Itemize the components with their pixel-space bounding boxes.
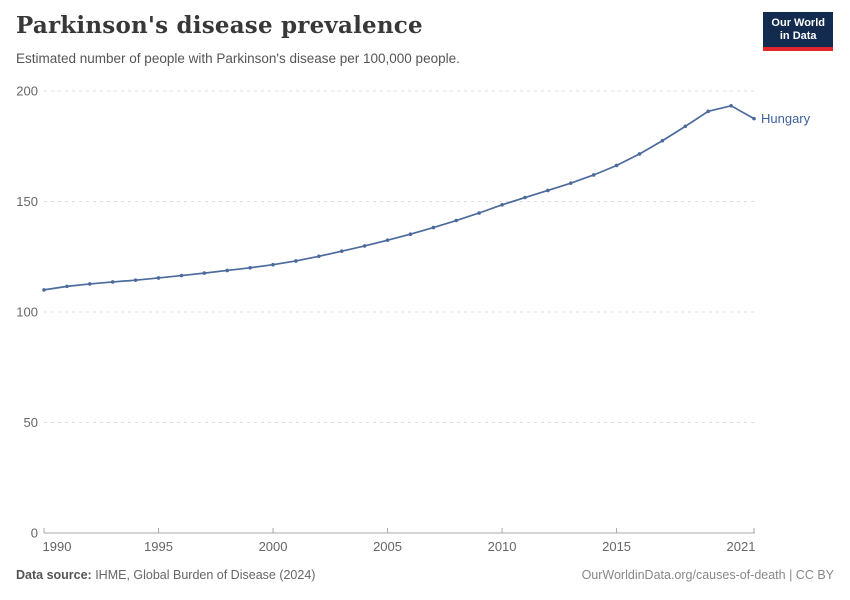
x-axis-tick-label: 2015 — [602, 539, 631, 554]
license-link[interactable]: OurWorldinData.org/causes-of-death | CC … — [581, 568, 834, 582]
owid-logo-line1: Our World — [771, 17, 825, 29]
data-point[interactable] — [454, 218, 459, 223]
y-axis-tick-label: 0 — [31, 526, 38, 541]
data-point[interactable] — [637, 152, 642, 156]
data-point[interactable] — [133, 278, 138, 282]
data-point[interactable] — [362, 244, 367, 248]
data-source-note: Data source: IHME, Global Burden of Dise… — [16, 568, 315, 582]
data-point[interactable] — [500, 203, 504, 207]
data-point[interactable] — [42, 288, 46, 292]
data-point[interactable] — [88, 282, 92, 286]
data-point[interactable] — [568, 181, 573, 185]
data-point[interactable] — [317, 254, 321, 259]
data-point[interactable] — [339, 249, 344, 254]
chart-title: Parkinson's disease prevalence — [16, 12, 423, 39]
x-axis-tick-label: 2005 — [373, 539, 402, 554]
data-point[interactable] — [523, 195, 527, 200]
data-point[interactable] — [614, 163, 619, 168]
x-axis-tick-label: 2021 — [727, 539, 756, 554]
data-point[interactable] — [271, 262, 275, 267]
data-source-text: IHME, Global Burden of Disease (2024) — [91, 568, 316, 582]
data-point[interactable] — [752, 116, 756, 121]
data-source-label: Data source: — [16, 568, 92, 582]
data-point[interactable] — [294, 259, 298, 263]
series-label[interactable]: Hungary — [761, 111, 811, 126]
chart-footer: Data source: IHME, Global Burden of Dise… — [16, 568, 834, 582]
x-axis-tick-label: 2010 — [488, 539, 517, 554]
y-axis-tick-label: 50 — [24, 415, 38, 430]
data-point[interactable] — [202, 271, 207, 275]
data-point[interactable] — [408, 232, 413, 237]
data-point[interactable] — [248, 266, 252, 270]
x-axis-tick-label: 1990 — [43, 539, 72, 554]
owid-logo[interactable]: Our World in Data — [763, 12, 833, 51]
data-point[interactable] — [729, 104, 733, 108]
x-axis-tick-label: 2000 — [259, 539, 288, 554]
data-point[interactable] — [477, 211, 481, 215]
data-point[interactable] — [591, 173, 596, 177]
data-point[interactable] — [179, 273, 184, 278]
data-point[interactable] — [110, 280, 115, 284]
owid-logo-line2: in Data — [779, 30, 817, 42]
data-point[interactable] — [431, 225, 436, 230]
y-axis-tick-label: 150 — [16, 194, 38, 209]
data-point[interactable] — [65, 284, 69, 289]
series-line-hungary[interactable] — [43, 104, 755, 291]
data-point[interactable] — [683, 124, 688, 129]
data-point[interactable] — [660, 138, 665, 143]
data-point[interactable] — [546, 188, 550, 193]
data-point[interactable] — [225, 268, 230, 273]
y-axis-tick-label: 200 — [16, 84, 38, 99]
y-axis-tick-label: 100 — [16, 305, 38, 320]
data-point[interactable] — [385, 238, 390, 242]
chart-subtitle: Estimated number of people with Parkinso… — [16, 51, 460, 66]
data-point[interactable] — [156, 276, 161, 280]
data-point[interactable] — [706, 109, 710, 114]
x-axis-tick-label: 1995 — [144, 539, 173, 554]
